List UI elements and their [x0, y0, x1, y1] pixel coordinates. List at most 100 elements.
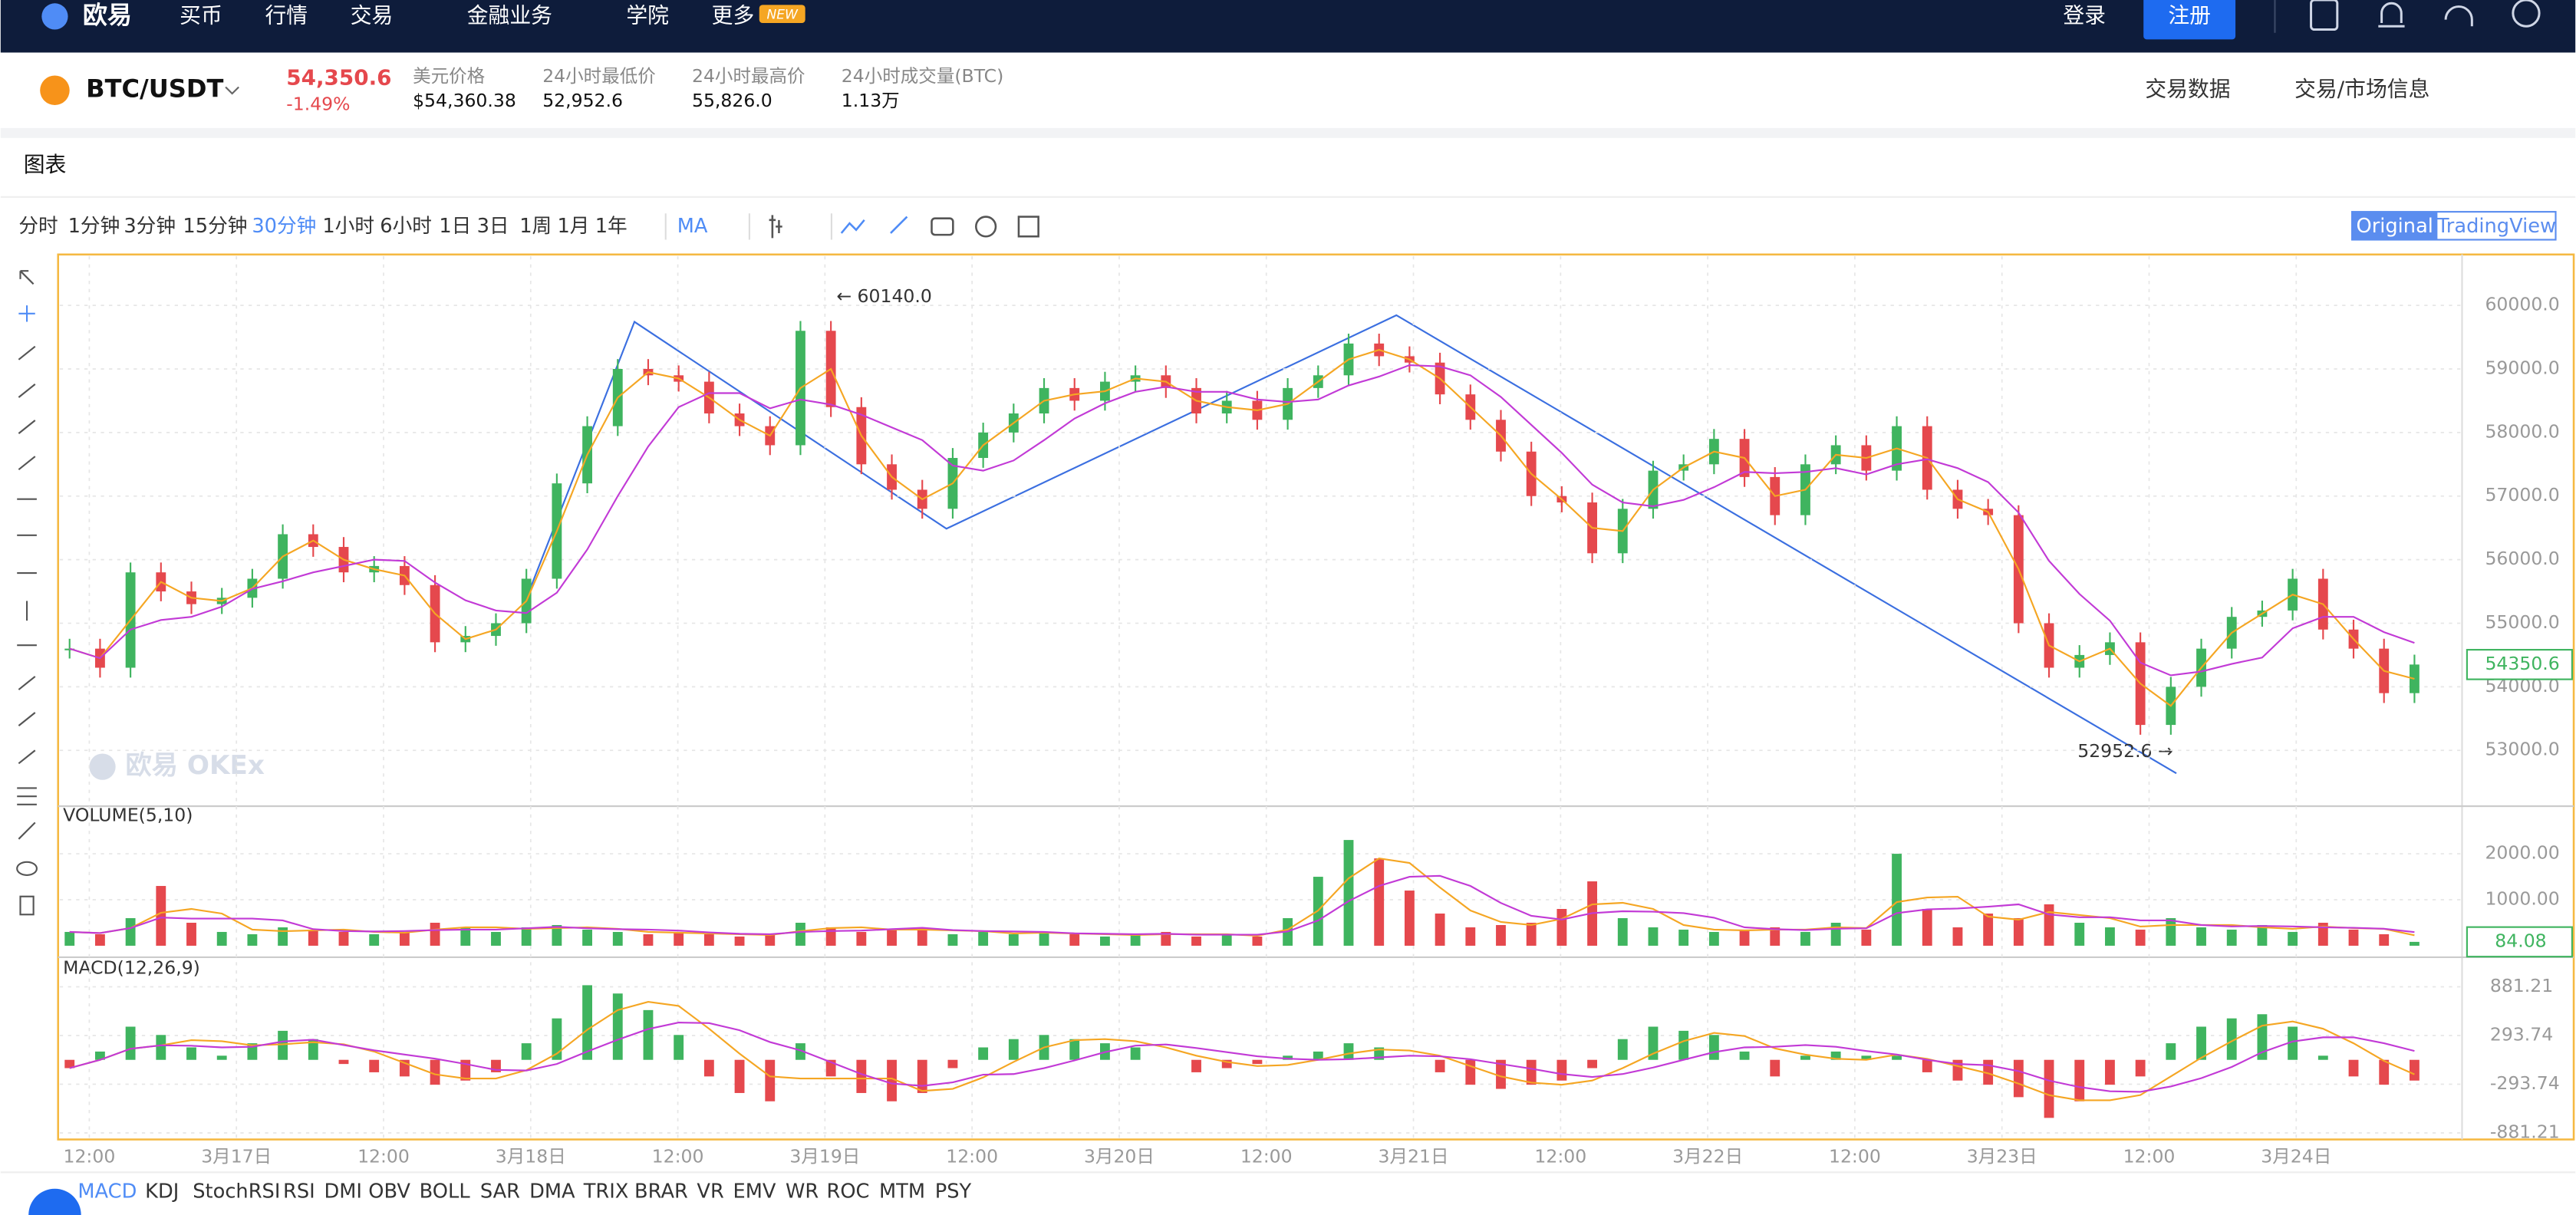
- interval[interactable]: 分时: [18, 215, 58, 238]
- view[interactable]: Original: [2356, 215, 2433, 238]
- last-price: 54350.6: [2485, 653, 2559, 674]
- indicator-tab[interactable]: DMI: [324, 1180, 363, 1203]
- interval[interactable]: 6小时: [380, 215, 432, 238]
- indicator-tab[interactable]: ROC: [827, 1180, 870, 1203]
- volume-bar: [64, 931, 75, 946]
- macd-tick: 881.21: [2490, 975, 2553, 996]
- volume-bar: [825, 927, 836, 946]
- indicator-tab[interactable]: KDJ: [145, 1180, 179, 1203]
- nav-item[interactable]: 更多: [712, 2, 755, 28]
- indicator-tab[interactable]: MTM: [879, 1180, 925, 1203]
- interval[interactable]: 1分钟: [68, 215, 120, 238]
- time-label: 12:00: [2123, 1146, 2176, 1167]
- interval[interactable]: 1月: [557, 215, 589, 238]
- macd-bar: [1526, 1059, 1537, 1085]
- volume-ma: [69, 857, 2415, 937]
- change: -1.49%: [286, 93, 350, 114]
- volume-bar: [796, 922, 805, 946]
- nav-item[interactable]: 行情: [265, 2, 308, 28]
- indicator-tab[interactable]: DMA: [529, 1180, 575, 1203]
- indicator-tab[interactable]: TRIX: [583, 1180, 629, 1203]
- volume-bar: [1708, 931, 1719, 946]
- indicator-tab[interactable]: BRAR: [634, 1180, 688, 1203]
- ticker-link[interactable]: 交易/市场信息: [2294, 77, 2429, 102]
- indicator-tab[interactable]: WR: [786, 1180, 819, 1203]
- volume-bar: [1374, 858, 1385, 946]
- macd-bar: [674, 1035, 684, 1060]
- volume-bar: [1496, 924, 1506, 946]
- volume-bar: [582, 929, 592, 946]
- view[interactable]: TradingView: [2436, 215, 2556, 238]
- nav-item[interactable]: 买币: [180, 2, 222, 28]
- macd-bar: [521, 1043, 532, 1060]
- register-button[interactable]: [2143, 0, 2236, 40]
- volume-bar: [643, 933, 654, 946]
- view-active[interactable]: [2352, 212, 2438, 240]
- help-button[interactable]: [28, 1188, 81, 1215]
- macd-bar: [2196, 1026, 2206, 1060]
- nav-item[interactable]: 交易: [351, 2, 394, 28]
- volume-bar: [491, 931, 501, 946]
- time-label: 3月21日: [1379, 1146, 1449, 1167]
- indicator-tab[interactable]: EMV: [733, 1180, 776, 1203]
- coin-icon: [40, 75, 70, 105]
- macd-bar: [308, 1039, 318, 1060]
- indicator-tab[interactable]: MACD: [77, 1180, 137, 1203]
- macd-bar: [2166, 1043, 2176, 1060]
- volume-bar: [1770, 927, 1780, 946]
- volume-bar: [2288, 931, 2298, 946]
- time-label: 3月20日: [1084, 1146, 1155, 1167]
- volume-bar: [369, 933, 380, 946]
- indicator-tab[interactable]: BOLL: [420, 1180, 471, 1203]
- indicator-tab[interactable]: RSI: [283, 1180, 315, 1203]
- interval[interactable]: 1日: [439, 215, 471, 238]
- login[interactable]: 登录: [2063, 2, 2106, 28]
- indicator-tab[interactable]: VR: [697, 1180, 724, 1203]
- volume-bar: [1069, 933, 1080, 946]
- indicator-tab[interactable]: PSY: [935, 1180, 972, 1203]
- volume-title: VOLUME(5,10): [63, 804, 193, 825]
- indicator-tab[interactable]: SAR: [480, 1180, 520, 1203]
- macd-bar: [796, 1043, 805, 1060]
- interval[interactable]: 1周: [519, 215, 552, 238]
- interval[interactable]: 15分钟: [183, 215, 247, 238]
- toolbar-icons[interactable]: [769, 215, 1039, 239]
- separator: [0, 127, 2576, 138]
- macd-bar: [1556, 1059, 1567, 1081]
- logo[interactable]: 欧易: [83, 0, 132, 29]
- time-label: 3月23日: [1967, 1146, 2037, 1167]
- volume-bar: [1161, 931, 1171, 946]
- watermark: 欧易 OKEx: [125, 750, 264, 781]
- interval[interactable]: 1年: [595, 215, 628, 238]
- volume-bar: [2105, 927, 2115, 946]
- indicator-tab[interactable]: OBV: [368, 1180, 410, 1203]
- volume-bar: [2196, 927, 2206, 946]
- volume-bar: [1191, 936, 1201, 946]
- chart-frame: [57, 253, 2575, 1141]
- pair[interactable]: BTC/USDT: [86, 74, 223, 104]
- macd-bar: [1465, 1059, 1476, 1085]
- volume-bar: [674, 931, 684, 946]
- drawing-tools[interactable]: [16, 270, 38, 916]
- macd-bar: [2288, 1026, 2298, 1060]
- volume-bar: [917, 927, 927, 946]
- register[interactable]: 注册: [2168, 2, 2211, 28]
- indicator-tab[interactable]: StochRSI: [193, 1180, 280, 1203]
- nav-item[interactable]: 金融业务: [467, 2, 552, 28]
- indicator-select[interactable]: MA: [677, 215, 708, 238]
- macd-bar: [216, 1055, 227, 1060]
- volume-bar: [612, 931, 623, 946]
- interval[interactable]: 3分钟: [124, 215, 176, 238]
- ticker-link[interactable]: 交易数据: [2145, 77, 2230, 102]
- volume-bar: [1465, 927, 1476, 946]
- price-tick: 55000.0: [2485, 611, 2559, 633]
- volume-bar: [978, 931, 989, 946]
- macd-bar: [1830, 1051, 1841, 1060]
- time-label: 12:00: [1240, 1146, 1293, 1167]
- macd-bar: [947, 1059, 958, 1068]
- interval[interactable]: 3日: [477, 215, 509, 238]
- nav-item[interactable]: 学院: [626, 2, 669, 28]
- time-label: 3月22日: [1672, 1146, 1743, 1167]
- interval[interactable]: 1小时: [322, 215, 374, 238]
- interval[interactable]: 30分钟: [252, 215, 316, 238]
